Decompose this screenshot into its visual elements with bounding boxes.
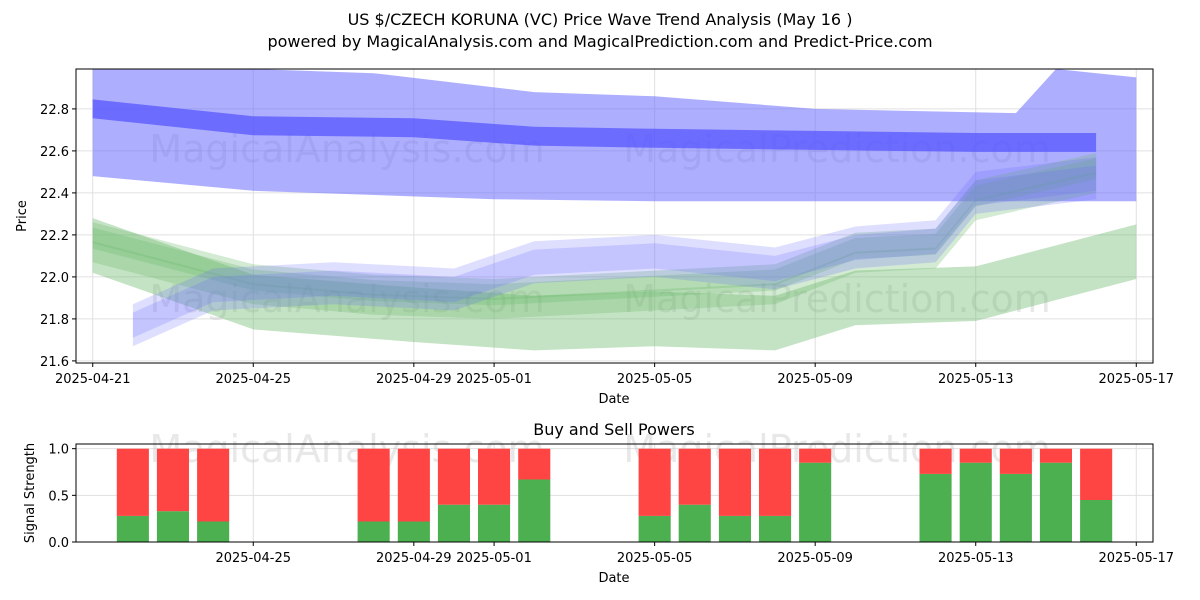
sell-bar bbox=[1080, 448, 1113, 500]
buy-bar bbox=[638, 515, 671, 542]
buy-bar bbox=[959, 462, 992, 542]
price-y-tick-label-2: 22.0 bbox=[40, 271, 69, 286]
buy-bar bbox=[478, 504, 511, 542]
blue-inner-band bbox=[92, 99, 1097, 152]
blue-wave-band-3 bbox=[132, 157, 1097, 321]
buy-bar bbox=[197, 521, 230, 542]
signal-x-tick-label-3: 2025-05-05 bbox=[617, 551, 693, 566]
green-wide-band bbox=[92, 218, 1137, 351]
signal-bars bbox=[116, 448, 1113, 542]
sell-bar bbox=[638, 448, 671, 516]
chart-title: US $/CZECH KORUNA (VC) Price Wave Trend … bbox=[348, 10, 853, 29]
buy-bar bbox=[518, 479, 551, 542]
sell-bar bbox=[397, 448, 430, 522]
signal-panel: Buy and Sell Powers MagicalAnalysis.com … bbox=[23, 420, 1174, 586]
sell-bar bbox=[437, 448, 470, 505]
sell-bar bbox=[197, 448, 230, 522]
sell-bar bbox=[678, 448, 711, 505]
signal-y-tick-label-2: 1.0 bbox=[48, 443, 69, 458]
sell-bar bbox=[759, 448, 792, 516]
price-x-axis-label: Date bbox=[598, 392, 629, 407]
signal-x-ticks: 2025-04-25 2025-04-29 2025-05-01 2025-05-05… bbox=[215, 542, 1174, 566]
sell-bar bbox=[1039, 448, 1072, 463]
buy-bar bbox=[156, 511, 189, 542]
buy-bar bbox=[357, 521, 390, 542]
signal-y-ticks: 0.0 0.5 1.0 bbox=[48, 443, 76, 551]
price-y-ticks: 21.6 21.8 22.0 22.2 22.4 22.6 22.8 bbox=[40, 103, 76, 370]
buy-bar bbox=[1080, 500, 1113, 542]
blue-wave-band-0 bbox=[132, 165, 1097, 330]
price-x-ticks: 2025-04-21 2025-04-25 2025-04-29 2025-05-01… bbox=[55, 363, 1174, 387]
signal-y-axis-label: Signal Strength bbox=[23, 443, 38, 543]
price-panel: MagicalAnalysis.com MagicalPrediction.co… bbox=[15, 68, 1174, 407]
buy-bar bbox=[116, 515, 149, 542]
price-y-tick-label-6: 22.8 bbox=[40, 103, 69, 118]
sell-bar bbox=[799, 448, 832, 463]
buy-bar bbox=[799, 462, 832, 542]
signal-x-tick-label-0: 2025-04-25 bbox=[215, 551, 291, 566]
buy-bar bbox=[437, 504, 470, 542]
sell-bar bbox=[999, 448, 1032, 474]
price-plot-frame bbox=[75, 68, 1154, 364]
sell-bar bbox=[357, 448, 390, 522]
price-y-tick-label-4: 22.4 bbox=[40, 187, 69, 202]
signal-x-axis-label: Date bbox=[598, 571, 629, 586]
buy-bar bbox=[678, 504, 711, 542]
signal-x-tick-label-5: 2025-05-13 bbox=[938, 551, 1014, 566]
buy-bar bbox=[759, 515, 792, 542]
watermark-prediction-mid: MagicalPrediction.com bbox=[623, 277, 1051, 321]
sell-bar bbox=[518, 448, 551, 480]
blue-wave-band-2 bbox=[132, 182, 1097, 347]
price-y-tick-label-3: 22.2 bbox=[40, 229, 69, 244]
sell-bar bbox=[919, 448, 952, 474]
sell-bar bbox=[478, 448, 511, 505]
signal-x-tick-label-4: 2025-05-09 bbox=[777, 551, 853, 566]
price-x-tick-label-6: 2025-05-13 bbox=[938, 372, 1014, 387]
chart-subtitle: powered by MagicalAnalysis.com and Magic… bbox=[267, 32, 932, 51]
buy-bar bbox=[718, 515, 751, 542]
signal-title: Buy and Sell Powers bbox=[533, 420, 695, 439]
signal-x-tick-label-2: 2025-05-01 bbox=[456, 551, 532, 566]
price-x-tick-label-3: 2025-05-01 bbox=[456, 372, 532, 387]
price-x-tick-label-7: 2025-05-17 bbox=[1098, 372, 1174, 387]
buy-bar bbox=[397, 521, 430, 542]
buy-bar bbox=[1039, 462, 1072, 542]
sell-bar bbox=[116, 448, 149, 516]
price-y-tick-label-0: 21.6 bbox=[40, 355, 69, 370]
blue-wave-band-1 bbox=[132, 174, 1097, 338]
price-x-tick-label-0: 2025-04-21 bbox=[55, 372, 131, 387]
price-x-tick-label-5: 2025-05-09 bbox=[777, 372, 853, 387]
price-x-tick-label-1: 2025-04-25 bbox=[215, 372, 291, 387]
buy-bar bbox=[999, 473, 1032, 542]
buy-bar bbox=[919, 473, 952, 542]
sell-bar bbox=[718, 448, 751, 516]
signal-plot-frame bbox=[75, 443, 1154, 543]
price-x-tick-label-4: 2025-05-05 bbox=[617, 372, 693, 387]
price-y-tick-label-5: 22.6 bbox=[40, 145, 69, 160]
price-y-tick-label-1: 21.8 bbox=[40, 313, 69, 328]
price-series bbox=[92, 69, 1137, 351]
signal-x-tick-label-1: 2025-04-29 bbox=[376, 551, 452, 566]
price-y-axis-label: Price bbox=[15, 200, 30, 232]
signal-x-tick-label-6: 2025-05-17 bbox=[1098, 551, 1174, 566]
watermark-analysis-mid: MagicalAnalysis.com bbox=[149, 277, 544, 321]
sell-bar bbox=[156, 448, 189, 512]
price-x-tick-label-2: 2025-04-29 bbox=[376, 372, 452, 387]
sell-bar bbox=[959, 448, 992, 463]
signal-y-tick-label-1: 0.5 bbox=[48, 489, 69, 504]
signal-y-tick-label-0: 0.0 bbox=[48, 536, 69, 551]
